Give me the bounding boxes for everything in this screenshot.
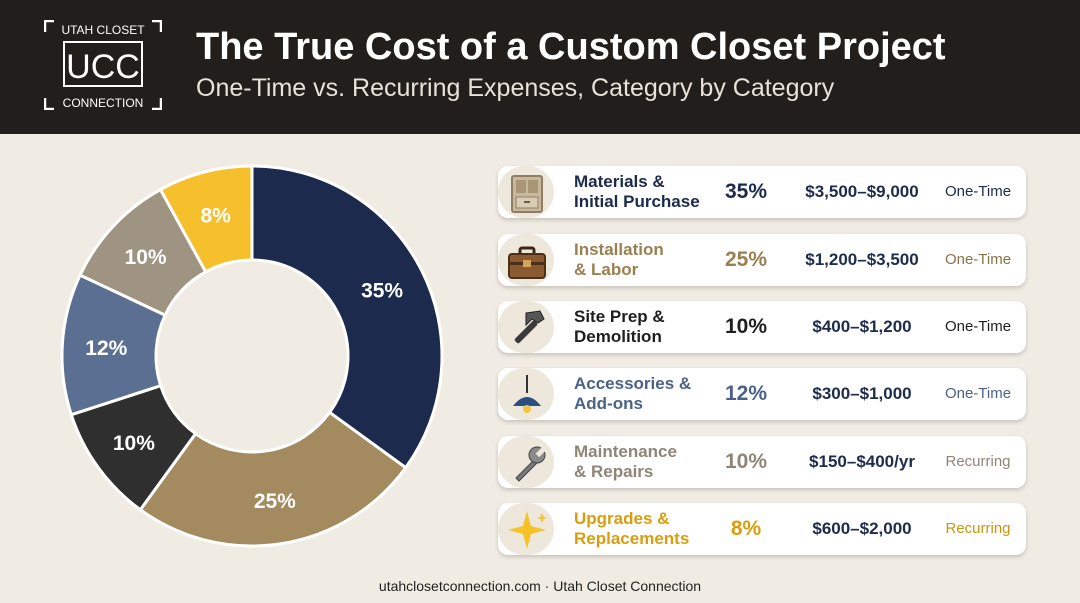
- row-label: Installation & Labor: [574, 240, 724, 280]
- donut-slice: [158, 164, 254, 274]
- row-cost-range: $300–$1,000: [812, 384, 912, 403]
- row-label: Accessories & Add-ons: [574, 374, 724, 414]
- ucc-logo: UTAH CLOSET UCC CONNECTION: [44, 20, 162, 110]
- row-label-line1: Accessories &: [574, 374, 692, 393]
- slice-label: 35%: [361, 280, 403, 303]
- donut-chart: 35% 25% 10% 12% 10% 8%: [60, 164, 444, 548]
- toolbox-icon: [498, 234, 554, 286]
- row-cost-range: $400–$1,200: [812, 317, 912, 336]
- page-subtitle: One-Time vs. Recurring Expenses, Categor…: [196, 74, 835, 102]
- row-label-line1: Upgrades &: [574, 509, 670, 528]
- row-percent: 10%: [724, 450, 768, 473]
- row-label-line2: Add-ons: [574, 394, 643, 413]
- footer-text: utahclosetconnection.com · Utah Closet C…: [378, 578, 702, 594]
- header-bar: UTAH CLOSET UCC CONNECTION The True Cost…: [0, 0, 1080, 134]
- donut-slice: [138, 410, 408, 548]
- row-cost-type: One-Time: [944, 385, 1012, 402]
- cost-row: Site Prep & Demolition 10% $400–$1,200 One-T…: [498, 301, 1026, 353]
- logo-mark-text: UCC: [66, 48, 140, 86]
- row-percent: 8%: [730, 517, 762, 540]
- row-cost-type: One-Time: [944, 318, 1012, 335]
- row-cost-range: $150–$400/yr: [809, 452, 915, 471]
- row-label: Site Prep & Demolition: [574, 307, 724, 347]
- cost-row: Maintenance & Repairs 10% $150–$400/yr Recur…: [498, 436, 1026, 488]
- row-label-line2: Replacements: [574, 529, 690, 548]
- row-cost-type: Recurring: [945, 453, 1011, 470]
- logo-bottom-text: CONNECTION: [63, 96, 144, 110]
- wrench-icon: [498, 436, 554, 488]
- row-label-line1: Site Prep &: [574, 307, 665, 326]
- cabinet-icon: [498, 166, 554, 218]
- cost-row: Installation & Labor 25% $1,200–$3,500 One-T…: [498, 234, 1026, 286]
- row-label-line1: Maintenance: [574, 442, 677, 461]
- row-label-line1: Materials &: [574, 172, 665, 191]
- hammer-icon: [498, 301, 554, 353]
- donut-slice: [250, 164, 444, 470]
- cost-row: Materials & Initial Purchase 35% $3,500–$9,…: [498, 166, 1026, 218]
- lamp-icon: [498, 368, 554, 420]
- logo-top-text: UTAH CLOSET: [61, 23, 145, 37]
- row-percent: 12%: [724, 382, 768, 405]
- row-label-line1: Installation: [574, 240, 664, 259]
- row-percent: 35%: [724, 180, 768, 203]
- row-label: Materials & Initial Purchase: [574, 172, 724, 212]
- row-label-line2: Initial Purchase: [574, 192, 700, 211]
- row-percent: 25%: [724, 248, 768, 271]
- slice-label: 10%: [113, 432, 155, 455]
- row-label-line2: & Repairs: [574, 462, 654, 481]
- row-cost-range: $1,200–$3,500: [805, 250, 919, 269]
- cost-row: Upgrades & Replacements 8% $600–$2,000 Recur…: [498, 503, 1026, 555]
- row-label-line2: Demolition: [574, 327, 662, 346]
- row-cost-type: One-Time: [944, 183, 1012, 200]
- slice-label: 12%: [85, 337, 127, 360]
- row-label: Maintenance & Repairs: [574, 442, 724, 482]
- cost-row: Accessories & Add-ons 12% $300–$1,000 One-Ti…: [498, 368, 1026, 420]
- row-label-line2: & Labor: [574, 260, 639, 279]
- slice-label: 8%: [201, 205, 232, 228]
- row-cost-type: One-Time: [944, 251, 1012, 268]
- page-title: The True Cost of a Custom Closet Project: [196, 26, 946, 68]
- row-cost-type: Recurring: [945, 520, 1011, 537]
- row-cost-range: $600–$2,000: [812, 519, 912, 538]
- row-label: Upgrades & Replacements: [574, 509, 724, 549]
- slice-label: 10%: [125, 246, 167, 269]
- row-percent: 10%: [724, 315, 768, 338]
- sparkle-icon: [498, 503, 554, 555]
- row-cost-range: $3,500–$9,000: [805, 182, 919, 201]
- slice-label: 25%: [254, 490, 296, 513]
